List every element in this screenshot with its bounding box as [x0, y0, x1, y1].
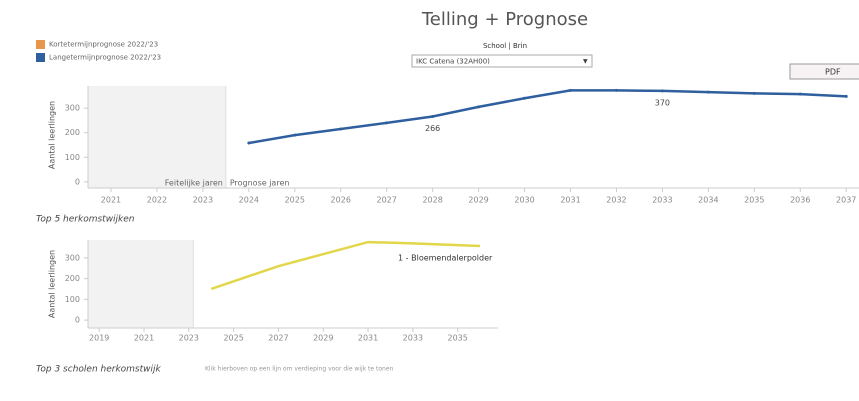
footer-note: Klik hierboven op een lijn om verdieping…	[205, 366, 394, 373]
x-tick-label: 2026	[331, 196, 351, 205]
y-tick-label: 300	[65, 253, 80, 262]
y-tick-label: 200	[65, 128, 80, 137]
x-tick-label: 2028	[422, 196, 442, 205]
title: Telling + Prognose	[421, 9, 588, 30]
y-axis-label: Aantal leerlingen	[48, 250, 57, 318]
value-label: 266	[425, 124, 440, 133]
point	[614, 88, 618, 92]
point	[247, 141, 251, 145]
x-tick-label: 2025	[285, 196, 305, 205]
point	[752, 91, 756, 95]
chart-title: Top 5 herkomstwijken	[36, 215, 135, 225]
x-tick-label: 2031	[358, 334, 378, 343]
value-label: 370	[655, 98, 670, 107]
y-tick-label: 100	[65, 153, 80, 162]
x-tick-label: 2023	[179, 334, 199, 343]
x-tick-label: 2033	[652, 196, 672, 205]
point	[660, 89, 664, 93]
x-tick-label: 2033	[403, 334, 423, 343]
region-label: Prognose jaren	[230, 179, 290, 188]
x-tick-label: 2025	[223, 334, 243, 343]
y-tick-label: 0	[75, 177, 80, 186]
x-tick-label: 2029	[468, 196, 488, 205]
pdf-button-label[interactable]: PDF	[825, 68, 841, 77]
x-tick-label: 2035	[744, 196, 764, 205]
x-tick-label: 2024	[239, 196, 259, 205]
x-tick-label: 2021	[134, 334, 154, 343]
dropdown[interactable]	[411, 54, 593, 68]
filter-label: School | Brin	[483, 42, 527, 50]
x-tick-label: 2029	[313, 334, 333, 343]
dropdown-arrow: ▼	[583, 58, 588, 65]
y-axis-label: Aantal leerlingen	[48, 101, 57, 169]
legend-label: Kortetermijnprognose 2022/'23	[49, 41, 158, 49]
x-tick-label: 2019	[89, 334, 109, 343]
legend-swatch	[36, 53, 45, 62]
region-label: Feitelijke jaren	[165, 179, 223, 188]
point	[385, 121, 389, 125]
x-tick-label: 2035	[447, 334, 467, 343]
point	[798, 92, 802, 96]
x-tick-label: 2037	[836, 196, 856, 205]
y-tick-label: 100	[65, 295, 80, 304]
legend-swatch	[36, 40, 45, 49]
x-tick-label: 2034	[698, 196, 718, 205]
y-tick-label: 300	[65, 104, 80, 113]
x-tick-label: 2032	[606, 196, 626, 205]
x-tick-label: 2036	[790, 196, 810, 205]
x-tick-label: 2023	[193, 196, 213, 205]
point	[706, 90, 710, 94]
x-tick-label: 2027	[268, 334, 288, 343]
pdf-button[interactable]	[789, 63, 859, 80]
shaded-region	[88, 86, 226, 188]
point	[431, 114, 435, 118]
x-tick-label: 2031	[560, 196, 580, 205]
x-tick-label: 2030	[514, 196, 534, 205]
line	[210, 240, 481, 291]
shaded-region	[88, 240, 194, 328]
point	[293, 133, 297, 137]
dropdown-value[interactable]: IKC Catena (32AH00)	[416, 58, 490, 66]
line	[248, 89, 847, 145]
legend-label: Langetermijnprognose 2022/'23	[49, 54, 161, 62]
point	[523, 96, 527, 100]
point	[569, 88, 572, 92]
series-label: 1 - Bloemendalerpolder	[398, 254, 493, 263]
footer-title: Top 3 scholen herkomstwijk	[36, 365, 162, 375]
x-tick-label: 2022	[147, 196, 167, 205]
point	[844, 94, 848, 98]
y-tick-label: 200	[65, 274, 80, 283]
point	[477, 105, 481, 109]
x-tick-label: 2027	[377, 196, 397, 205]
y-tick-label: 0	[75, 316, 80, 325]
point	[339, 127, 343, 131]
x-tick-label: 2021	[101, 196, 121, 205]
